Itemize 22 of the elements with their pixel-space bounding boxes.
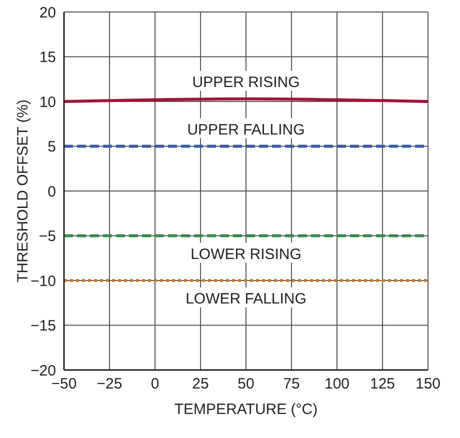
x-tick-label: −25 xyxy=(96,376,122,393)
y-tick-label: −15 xyxy=(30,318,56,335)
y-tick-label: −10 xyxy=(30,272,56,290)
x-tick-label: 0 xyxy=(150,376,160,393)
x-tick-label: 125 xyxy=(370,376,396,393)
y-tick-label: 5 xyxy=(48,138,56,156)
x-axis-title: TEMPERATURE (°C) xyxy=(174,401,318,418)
y-tick-label: −5 xyxy=(38,228,56,246)
series-label: LOWER RISING xyxy=(190,246,302,263)
x-tick-label: 25 xyxy=(192,376,209,393)
series-label: UPPER RISING xyxy=(192,74,300,91)
y-tick-label: 15 xyxy=(39,49,56,66)
series-label: UPPER FALLING xyxy=(187,121,305,138)
x-tick-label: 150 xyxy=(415,376,441,393)
x-tick-label: 50 xyxy=(238,376,254,393)
y-tick-label: 0 xyxy=(48,183,56,200)
y-tick-label: 20 xyxy=(39,4,56,22)
y-tick-label: 10 xyxy=(39,94,56,111)
x-tick-label: 100 xyxy=(324,376,350,393)
series-label: LOWER FALLING xyxy=(186,290,306,308)
y-axis-title: THRESHOLD OFFSET (%) xyxy=(14,99,32,283)
x-tick-label: 75 xyxy=(283,376,300,393)
